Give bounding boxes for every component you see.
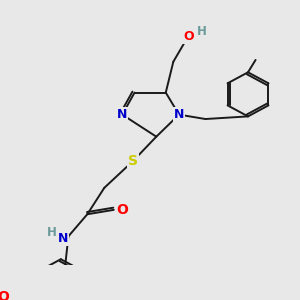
Text: N: N [174,108,184,121]
Text: O: O [0,290,10,300]
Text: N: N [117,108,128,121]
Text: H: H [46,226,56,239]
Text: H: H [197,25,207,38]
Text: O: O [116,203,128,217]
Text: N: N [58,232,68,244]
Text: O: O [183,30,194,43]
Text: S: S [128,154,138,168]
